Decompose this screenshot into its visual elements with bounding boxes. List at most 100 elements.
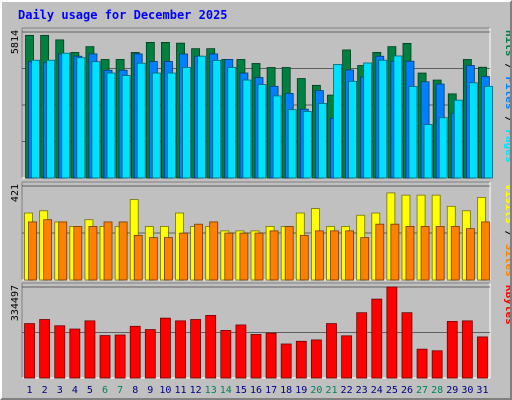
x-tick-label-day-18: 18 <box>280 385 292 396</box>
bar-kbytes-day-3 <box>54 325 66 379</box>
bar-sites-day-7 <box>118 221 128 281</box>
legend-middle: Visits / Sites <box>503 184 510 277</box>
bar-kbytes-day-1 <box>24 323 35 379</box>
bar-pages-day-4 <box>76 57 86 179</box>
x-tick-label-day-21: 21 <box>325 385 337 396</box>
x-tick-label-day-31: 31 <box>476 385 488 396</box>
legend-files: Files <box>503 76 510 109</box>
bar-pages-day-29 <box>453 99 463 179</box>
bar-sites-day-8 <box>133 234 143 281</box>
bar-pages-day-3 <box>61 52 71 179</box>
legend-separator: / <box>503 57 510 77</box>
bar-pages-day-9 <box>151 72 161 179</box>
bar-pages-day-15 <box>242 79 252 179</box>
x-tick-label-day-28: 28 <box>431 385 443 396</box>
bar-pages-day-2 <box>46 59 56 179</box>
x-tick-label-day-8: 8 <box>132 385 138 396</box>
legend-separator: / <box>503 110 510 130</box>
bar-pages-day-21 <box>333 64 342 179</box>
x-tick-label-day-10: 10 <box>159 385 171 396</box>
bar-sites-day-1 <box>28 221 37 281</box>
bar-sites-day-18 <box>284 226 294 281</box>
bar-kbytes-day-28 <box>431 350 443 379</box>
legend-separator: / <box>503 224 510 244</box>
x-tick-label-day-27: 27 <box>416 385 428 396</box>
bar-kbytes-day-18 <box>280 343 292 379</box>
bar-kbytes-day-9 <box>144 329 156 379</box>
x-tick-label-day-16: 16 <box>250 385 262 396</box>
bar-sites-day-12 <box>194 223 204 281</box>
bar-pages-day-25 <box>393 55 403 179</box>
x-tick-label-day-22: 22 <box>341 385 353 396</box>
legend-bottom: KBytes <box>503 285 510 325</box>
bar-kbytes-day-30 <box>461 320 473 379</box>
x-tick-label-day-7: 7 <box>117 385 123 396</box>
bar-sites-day-2 <box>43 219 53 281</box>
bar-sites-day-11 <box>179 232 188 281</box>
bar-sites-day-6 <box>103 221 113 281</box>
bar-sites-day-17 <box>269 230 279 281</box>
bar-kbytes-day-13 <box>205 315 217 379</box>
bar-pages-day-18 <box>287 109 297 179</box>
bar-sites-day-27 <box>420 226 430 281</box>
bar-kbytes-day-26 <box>401 312 413 379</box>
bar-kbytes-day-19 <box>295 340 307 379</box>
bar-pages-day-20 <box>317 103 327 179</box>
bar-pages-day-27 <box>423 124 433 179</box>
y-max-label-bottom: 334497 <box>10 285 21 321</box>
x-tick-label-day-25: 25 <box>386 385 398 396</box>
bar-sites-day-20 <box>314 230 324 281</box>
bar-kbytes-day-16 <box>250 334 262 379</box>
bar-pages-day-17 <box>272 95 282 179</box>
bar-pages-day-31 <box>484 85 493 179</box>
bar-kbytes-day-5 <box>84 320 96 379</box>
bar-sites-day-29 <box>450 226 460 281</box>
x-tick-label-day-4: 4 <box>72 385 78 396</box>
bar-pages-day-5 <box>91 61 101 179</box>
bar-sites-day-15 <box>239 232 249 281</box>
bar-sites-day-5 <box>88 226 98 281</box>
bar-pages-day-24 <box>378 59 388 179</box>
x-tick-label-day-9: 9 <box>147 385 153 396</box>
bar-sites-day-9 <box>148 237 158 281</box>
bar-kbytes-day-20 <box>310 339 322 379</box>
bar-kbytes-day-14 <box>220 329 232 379</box>
x-tick-label-day-26: 26 <box>401 385 413 396</box>
bar-kbytes-day-8 <box>129 325 141 379</box>
bar-kbytes-day-27 <box>416 348 428 379</box>
bar-kbytes-day-17 <box>265 332 277 379</box>
legend-top: Hits / Files / Pages <box>503 30 510 163</box>
bar-sites-day-14 <box>224 232 234 281</box>
bar-sites-day-13 <box>209 221 219 281</box>
bar-kbytes-day-31 <box>477 336 488 379</box>
bar-sites-day-19 <box>299 234 309 281</box>
bar-kbytes-day-15 <box>235 324 247 379</box>
bar-pages-day-30 <box>468 82 478 179</box>
bar-pages-day-16 <box>257 84 267 179</box>
y-max-label-top: 5814 <box>10 30 21 54</box>
bar-kbytes-day-2 <box>39 319 51 379</box>
legend-pages: Pages <box>503 129 510 162</box>
x-tick-label-day-30: 30 <box>461 385 473 396</box>
bar-kbytes-day-7 <box>114 334 126 379</box>
x-tick-label-day-15: 15 <box>235 385 247 396</box>
bar-pages-day-26 <box>408 86 418 179</box>
x-tick-label-day-11: 11 <box>174 385 186 396</box>
legend-hits: Hits <box>503 30 510 57</box>
legend-kbytes: KBytes <box>503 285 510 325</box>
bar-pages-day-11 <box>182 67 191 179</box>
bar-pages-day-28 <box>438 117 448 179</box>
bar-sites-day-4 <box>73 226 83 281</box>
x-tick-label-day-1: 1 <box>27 385 33 396</box>
x-tick-label-day-5: 5 <box>87 385 93 396</box>
x-tick-label-day-29: 29 <box>446 385 458 396</box>
bar-kbytes-day-22 <box>341 335 352 379</box>
legend-sites: Sites <box>503 244 510 277</box>
bar-pages-day-14 <box>227 67 237 179</box>
bar-sites-day-22 <box>345 230 354 281</box>
x-tick-label-day-17: 17 <box>265 385 277 396</box>
bar-sites-day-16 <box>254 232 264 281</box>
bar-sites-day-26 <box>405 226 415 281</box>
x-tick-label-day-20: 20 <box>310 385 322 396</box>
